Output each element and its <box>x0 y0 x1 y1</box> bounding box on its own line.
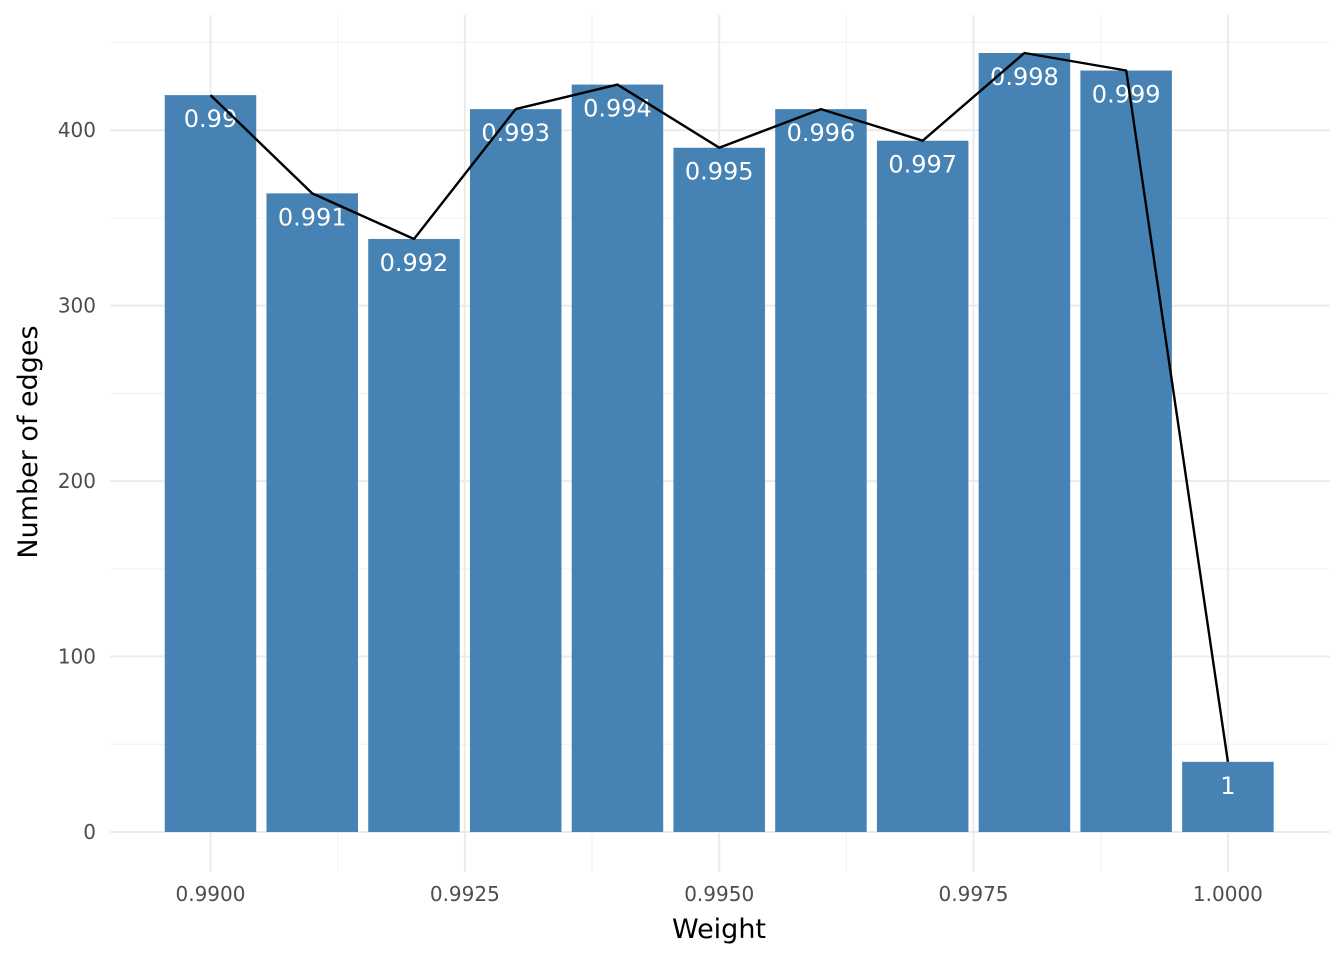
bar <box>1080 70 1172 832</box>
x-tick-label: 0.9900 <box>176 882 246 906</box>
y-tick-label: 100 <box>58 645 96 669</box>
bar <box>266 193 358 832</box>
bar <box>978 53 1071 832</box>
y-tick-label: 400 <box>58 118 96 142</box>
bar <box>571 84 664 832</box>
x-tick-label: 0.9975 <box>939 882 1009 906</box>
bar <box>469 109 562 833</box>
bar-label: 0.995 <box>685 158 754 186</box>
bar-label: 0.997 <box>888 151 957 179</box>
x-tick-label: 0.9925 <box>430 882 500 906</box>
y-tick-label: 300 <box>58 294 96 318</box>
y-axis-title: Number of edges <box>13 325 44 558</box>
bar-label: 0.992 <box>380 249 449 277</box>
bar-label: 1 <box>1220 772 1235 800</box>
bar-label: 0.998 <box>990 63 1059 91</box>
bar <box>368 238 460 832</box>
bar <box>164 95 257 833</box>
bar-label: 0.991 <box>278 203 347 231</box>
bar-label: 0.993 <box>481 119 550 147</box>
bar-labels: 0.990.9910.9920.9930.9940.9950.9960.9970… <box>184 63 1236 800</box>
bar <box>876 140 969 833</box>
bar <box>775 109 867 833</box>
bar <box>673 147 765 832</box>
x-axis-ticks: 0.9900 0.9925 0.9950 0.9975 1.0000 <box>176 882 1263 906</box>
x-axis-title: Weight <box>672 914 766 945</box>
y-tick-label: 200 <box>58 469 96 493</box>
bar-label: 0.996 <box>787 119 856 147</box>
y-tick-label: 0 <box>83 820 96 844</box>
trend-line <box>209 51 1230 762</box>
y-axis-ticks: 0 100 200 300 400 <box>58 118 96 844</box>
x-tick-label: 1.0000 <box>1193 882 1263 906</box>
bar-label: 0.99 <box>184 105 237 133</box>
bar <box>1182 761 1274 832</box>
bar-label: 0.999 <box>1092 81 1161 109</box>
bars <box>164 53 1274 833</box>
x-tick-label: 0.9950 <box>684 882 754 906</box>
